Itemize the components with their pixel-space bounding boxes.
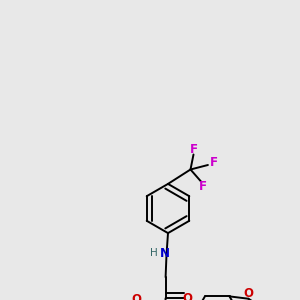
Text: F: F	[199, 180, 206, 194]
Text: O: O	[182, 292, 192, 300]
Text: N: N	[160, 247, 170, 260]
Text: H: H	[150, 248, 158, 258]
Text: O: O	[131, 293, 141, 300]
Text: O: O	[243, 287, 254, 300]
Text: F: F	[190, 142, 197, 156]
Text: F: F	[210, 156, 218, 169]
